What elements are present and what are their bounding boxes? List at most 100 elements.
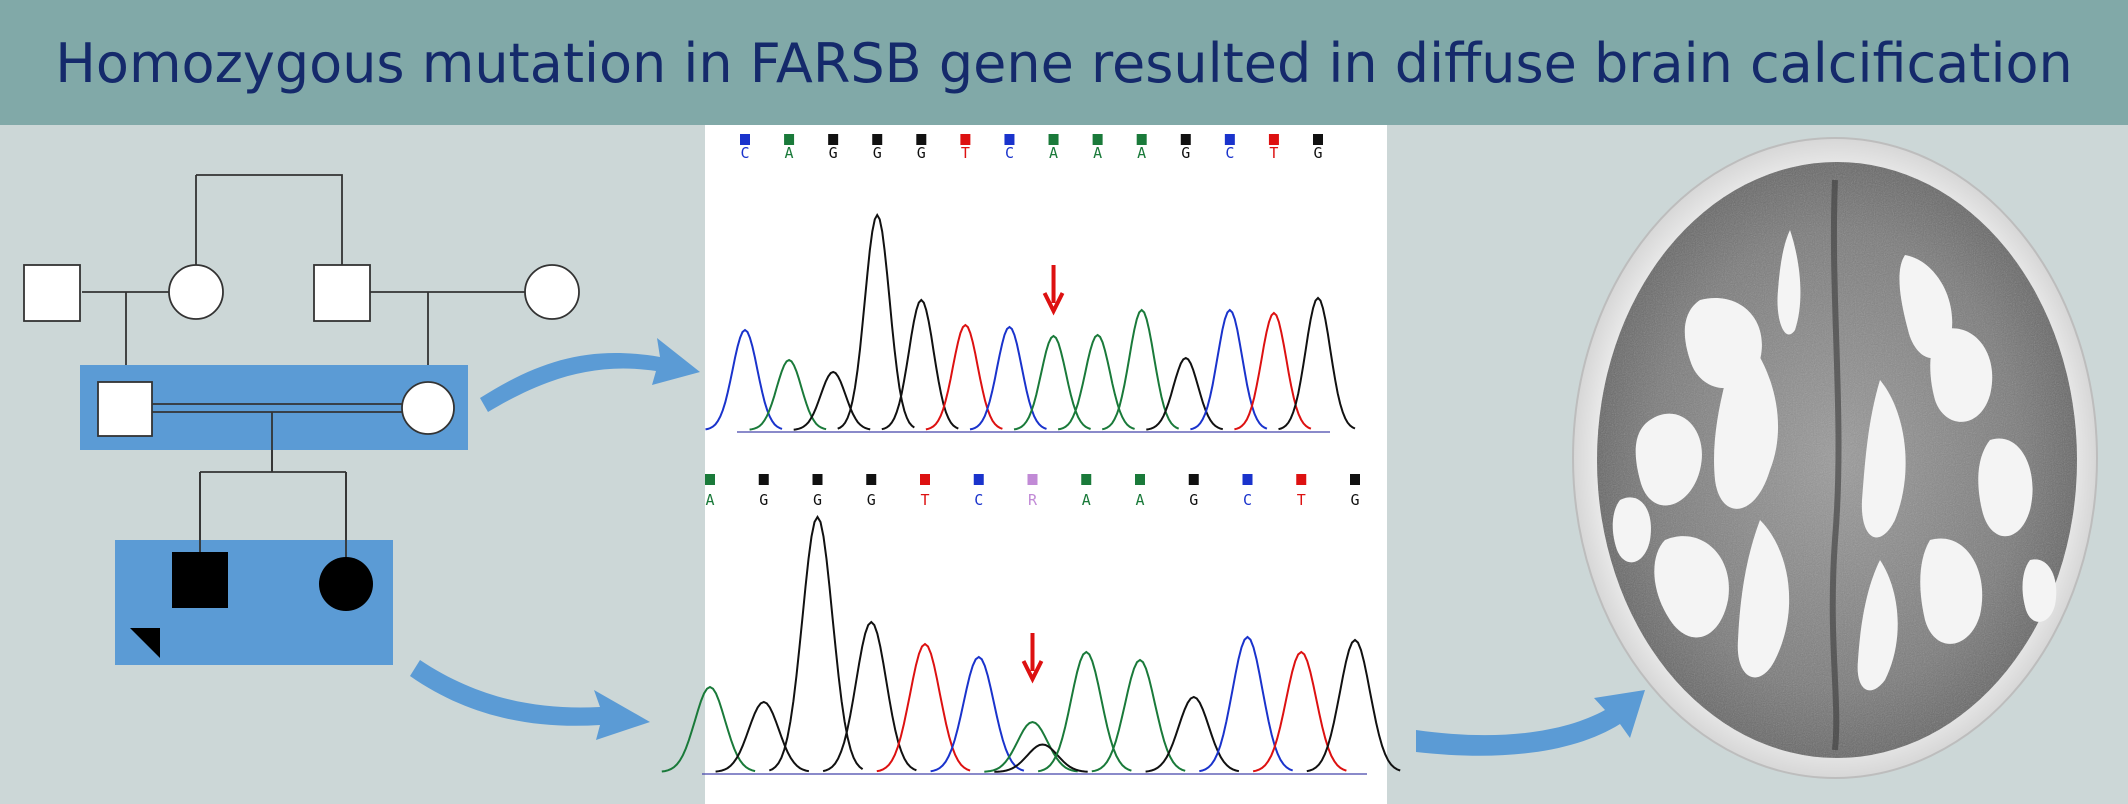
trace-peak xyxy=(1199,635,1294,773)
trace-peak xyxy=(1057,333,1135,431)
ct-calcifications xyxy=(1612,230,2057,691)
trace-peak xyxy=(1013,334,1091,431)
base-label: A xyxy=(785,144,794,162)
base-marker xyxy=(1242,474,1253,485)
base-label: C xyxy=(740,144,749,162)
gen1-female-left xyxy=(168,264,224,320)
gen2-male-father xyxy=(97,381,153,437)
base-marker xyxy=(1135,474,1145,485)
base-marker xyxy=(1224,134,1235,145)
base-label: C xyxy=(1005,144,1014,162)
gen3-affected-male xyxy=(172,552,228,608)
base-marker xyxy=(828,134,839,145)
title-bar: Homozygous mutation in FARSB gene result… xyxy=(0,0,2128,125)
base-marker xyxy=(1004,134,1015,145)
trace-peak xyxy=(969,325,1047,431)
base-label: A xyxy=(1135,491,1144,509)
base-marker xyxy=(1027,474,1038,485)
trace-peak xyxy=(984,720,1078,773)
base-marker xyxy=(740,134,750,145)
base-label: G xyxy=(1181,144,1190,162)
trace-peak xyxy=(930,655,1025,773)
base-label: A xyxy=(1093,144,1102,162)
trace-peak xyxy=(768,515,864,772)
figure-title: Homozygous mutation in FARSB gene result… xyxy=(55,32,2073,95)
trace-peak xyxy=(1145,695,1240,773)
base-label: T xyxy=(961,144,970,162)
base-label: A xyxy=(705,491,714,509)
base-marker xyxy=(1136,134,1147,145)
base-label: T xyxy=(1297,491,1306,509)
base-marker xyxy=(973,474,984,485)
base-marker xyxy=(784,134,795,145)
base-marker xyxy=(866,474,877,485)
proband-arrow-icon xyxy=(130,628,160,658)
base-marker xyxy=(758,474,769,485)
base-marker xyxy=(920,474,930,485)
base-marker xyxy=(1350,474,1360,485)
trace-peak xyxy=(1091,658,1186,773)
gen1-female-right xyxy=(524,264,580,320)
base-label: C xyxy=(1225,144,1234,162)
base-label: C xyxy=(1243,491,1252,509)
base-label: R xyxy=(1028,491,1038,509)
pedigree xyxy=(23,174,580,665)
base-marker xyxy=(705,474,715,485)
mutation-arrow-icon xyxy=(1021,660,1044,684)
base-label: G xyxy=(867,491,876,509)
base-label: A xyxy=(1137,144,1146,162)
base-marker xyxy=(872,134,883,145)
trace-peak xyxy=(822,620,917,773)
arrow-chromatogram-to-ct xyxy=(1416,690,1645,756)
base-marker xyxy=(1048,134,1059,145)
trace-peak xyxy=(1234,311,1312,431)
trace-peak xyxy=(661,685,756,773)
gen1-male-left xyxy=(23,264,81,322)
trace-peak xyxy=(1306,638,1401,773)
trace-peak xyxy=(749,358,827,431)
trace-peak xyxy=(1037,650,1132,773)
trace-peak xyxy=(881,298,959,431)
base-label: G xyxy=(917,144,926,162)
base-label: G xyxy=(813,491,822,509)
base-label: C xyxy=(974,491,983,509)
arrow-children-to-bottom-chromatogram xyxy=(410,660,650,740)
flow-arrows xyxy=(410,338,1645,756)
base-label: A xyxy=(1082,491,1091,509)
trace-peak xyxy=(837,212,915,430)
ct-midline xyxy=(1829,179,1842,751)
ct-scan-image xyxy=(1572,137,2098,779)
base-label: A xyxy=(1049,144,1058,162)
gen2-female-mother xyxy=(401,381,455,435)
chromatogram-panel xyxy=(705,125,1387,804)
base-marker xyxy=(1188,474,1199,485)
trace-peak xyxy=(715,700,810,773)
trace-peak xyxy=(925,323,1003,431)
gen1-male-right xyxy=(313,264,371,322)
base-label: G xyxy=(829,144,838,162)
base-label: G xyxy=(1313,144,1322,162)
base-marker xyxy=(1081,474,1092,485)
trace-peak xyxy=(1146,356,1224,431)
base-marker xyxy=(916,134,927,145)
gen3-affected-female xyxy=(319,557,373,611)
mutation-arrow-icon xyxy=(1042,292,1065,316)
trace-peak xyxy=(1278,296,1356,431)
base-marker xyxy=(1092,134,1103,145)
base-marker xyxy=(1296,474,1307,485)
base-marker xyxy=(1180,134,1191,145)
trace-peak xyxy=(1190,308,1268,431)
arrow-pedigree-to-top-chromatogram xyxy=(480,338,700,412)
base-label: T xyxy=(920,491,929,509)
base-marker xyxy=(1268,134,1279,145)
trace-peak xyxy=(705,328,783,431)
base-label: G xyxy=(759,491,768,509)
trace-peak xyxy=(1252,650,1347,773)
trace-peak xyxy=(876,642,971,773)
base-label: T xyxy=(1269,144,1278,162)
trace-peak xyxy=(793,370,871,431)
